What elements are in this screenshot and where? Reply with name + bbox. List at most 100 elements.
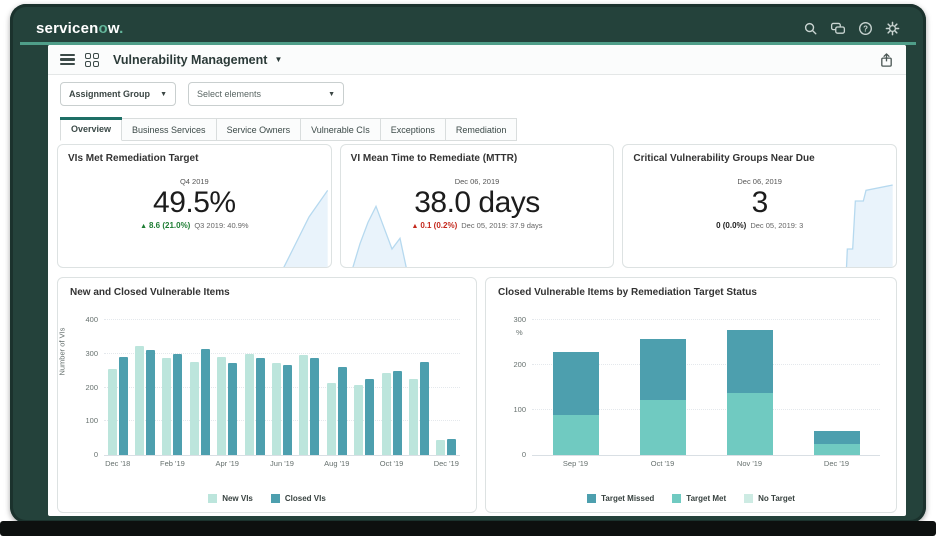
kpi-center: Q4 2019 49.5% ▲ 8.6 (21.0%) Q3 2019: 40.9% — [58, 177, 331, 230]
menu-icon[interactable] — [60, 54, 75, 65]
bar-new-vis[interactable] — [217, 356, 227, 455]
bar-closed-vis[interactable] — [173, 353, 183, 455]
bar-closed-vis[interactable] — [310, 357, 320, 455]
dashboard-title-dropdown[interactable]: Vulnerability Management ▼ — [113, 53, 282, 67]
legend-item-target-met[interactable]: Target Met — [672, 494, 726, 503]
bar-closed-vis[interactable] — [200, 348, 210, 455]
kpi-card[interactable]: VIs Met Remediation Target Q4 2019 49.5% ▲ … — [57, 144, 332, 268]
search-icon[interactable] — [803, 21, 818, 36]
kpi-center: Dec 06, 2019 3 0 (0.0%) Dec 05, 2019: 3 — [623, 177, 896, 230]
help-icon[interactable]: ? — [858, 21, 873, 36]
bar-new-vis[interactable] — [244, 353, 254, 455]
kpi-period: Dec 06, 2019 — [737, 177, 782, 186]
bar-closed-vis[interactable] — [228, 363, 238, 455]
share-icon[interactable] — [879, 52, 894, 68]
bar-group — [131, 320, 158, 455]
bar-new-vis[interactable] — [107, 368, 117, 455]
filter-row: Assignment Group ▼ Select elements ▼ — [48, 76, 906, 112]
bar-group — [186, 320, 213, 455]
bar-closed-vis[interactable] — [283, 364, 293, 455]
segment-target-met[interactable] — [639, 400, 686, 455]
select-elements-dropdown[interactable]: Select elements ▼ — [188, 82, 344, 106]
bar-new-vis[interactable] — [272, 363, 282, 455]
y-tick-label: 300 — [85, 348, 98, 358]
tab-overview[interactable]: Overview — [60, 117, 123, 141]
assignment-group-dropdown[interactable]: Assignment Group ▼ — [60, 82, 176, 106]
x-tick-label: Nov '19 — [736, 459, 763, 468]
gear-icon[interactable] — [885, 21, 900, 36]
legend-swatch — [672, 494, 682, 503]
legend-item-new-vis[interactable]: New VIs — [208, 494, 253, 503]
chart-legend: New VIs Closed VIs — [58, 494, 476, 503]
bar-closed-vis[interactable] — [419, 361, 429, 455]
app-frame: servicenow. ? Vulnerability Management ▼ — [10, 4, 926, 523]
topbar: servicenow. ? — [22, 14, 914, 42]
bar-new-vis[interactable] — [135, 346, 145, 455]
bar-new-vis[interactable] — [436, 440, 446, 455]
tab-business-services[interactable]: Business Services — [122, 118, 217, 141]
tab-remediation[interactable]: Remediation — [445, 118, 518, 141]
bar-group — [532, 320, 619, 455]
bar-group — [104, 320, 131, 455]
legend-label: New VIs — [222, 494, 253, 503]
bar-new-vis[interactable] — [299, 354, 309, 455]
stacked-bar[interactable] — [639, 320, 686, 455]
bar-closed-vis[interactable] — [146, 350, 156, 455]
bar-new-vis[interactable] — [381, 372, 391, 455]
segment-target-missed[interactable] — [726, 329, 773, 393]
segment-target-missed[interactable] — [639, 339, 686, 401]
logo-accent-o: o — [98, 19, 108, 37]
chat-icon[interactable] — [830, 21, 846, 36]
segment-target-missed[interactable] — [813, 430, 860, 445]
kpi-period: Q4 2019 — [179, 177, 209, 186]
legend-item-closed-vis[interactable]: Closed VIs — [270, 494, 326, 503]
sparkline-chart — [344, 169, 611, 267]
segment-target-met[interactable] — [813, 444, 860, 455]
tab-vulnerable-cis[interactable]: Vulnerable CIs — [301, 118, 381, 141]
stacked-bar[interactable] — [552, 320, 599, 455]
segment-target-met[interactable] — [726, 392, 773, 455]
segment-target-missed[interactable] — [552, 351, 599, 415]
tab-service-owners[interactable]: Service Owners — [216, 118, 302, 141]
chart-title: New and Closed Vulnerable Items — [70, 287, 230, 298]
x-tick-label: Jun '19 — [270, 459, 294, 468]
charts-row: New and Closed Vulnerable Items Number of… — [48, 277, 906, 513]
kpi-card[interactable]: VI Mean Time to Remediate (MTTR) Dec 06, … — [339, 144, 615, 268]
svg-text:?: ? — [863, 24, 868, 33]
legend-swatch — [587, 494, 597, 503]
segment-target-met[interactable] — [552, 414, 599, 455]
legend-item-target-missed[interactable]: Target Missed — [587, 494, 654, 503]
kpi-card[interactable]: Critical Vulnerability Groups Near Due De… — [622, 144, 898, 268]
stacked-bar[interactable] — [726, 320, 773, 455]
bar-closed-vis[interactable] — [447, 439, 457, 455]
x-tick-label: Aug '19 — [324, 459, 350, 468]
bar-group — [159, 320, 186, 455]
bar-new-vis[interactable] — [189, 362, 199, 455]
brand-accent-line — [20, 42, 916, 45]
bar-closed-vis[interactable] — [118, 356, 128, 455]
bar-group — [619, 320, 706, 455]
bar-group — [214, 320, 241, 455]
gridline — [104, 420, 460, 422]
kpi-center: Dec 06, 2019 38.0 days ▲ 0.1 (0.2%) Dec 05,… — [341, 177, 614, 230]
kpi-delta: 0 (0.0%) Dec 05, 2019: 3 — [623, 221, 896, 230]
bar-new-vis[interactable] — [408, 379, 418, 455]
chart-legend: Target Missed Target Met No Target — [486, 494, 896, 503]
legend-item-no-target[interactable]: No Target — [744, 494, 795, 503]
tab-exceptions[interactable]: Exceptions — [380, 118, 446, 141]
bar-group — [706, 320, 793, 455]
apps-grid-icon[interactable] — [85, 52, 99, 67]
bar-closed-vis[interactable] — [255, 358, 265, 455]
chevron-down-icon: ▼ — [274, 55, 283, 64]
stacked-bar[interactable] — [813, 320, 860, 455]
bar-closed-vis[interactable] — [337, 366, 347, 455]
legend-label: Target Missed — [601, 494, 655, 503]
bar-closed-vis[interactable] — [365, 378, 375, 455]
bar-new-vis[interactable] — [326, 383, 336, 455]
bar-new-vis[interactable] — [354, 385, 364, 455]
bar-new-vis[interactable] — [162, 357, 172, 455]
bar-groups — [104, 320, 460, 455]
bar-closed-vis[interactable] — [392, 370, 402, 455]
y-tick-label: 200 — [513, 360, 526, 369]
